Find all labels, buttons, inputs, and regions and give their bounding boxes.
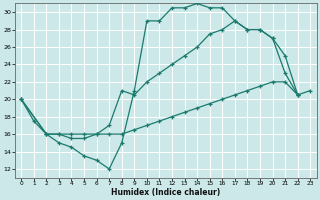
X-axis label: Humidex (Indice chaleur): Humidex (Indice chaleur): [111, 188, 220, 197]
